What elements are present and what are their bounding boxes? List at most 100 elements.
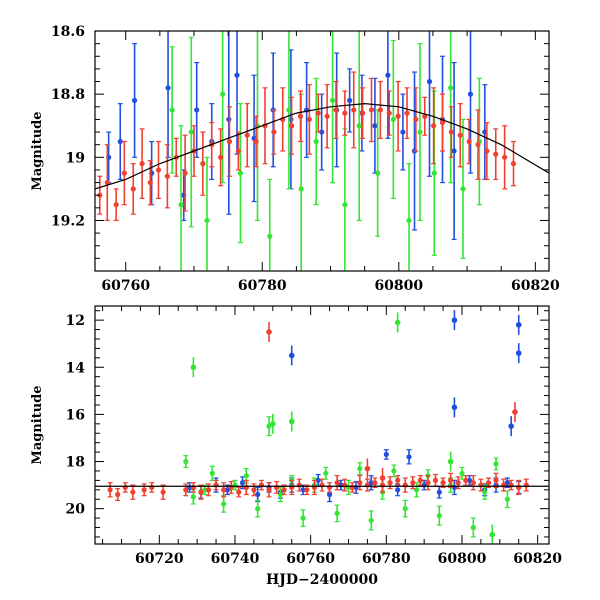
data-point	[311, 484, 318, 491]
data-point	[425, 480, 431, 486]
data-point	[493, 477, 499, 483]
x-tick-label: 60820	[513, 551, 562, 567]
x-tick-label: 60780	[238, 278, 287, 294]
x-tick-label: 60760	[101, 278, 150, 294]
data-point	[457, 132, 463, 138]
data-point	[356, 123, 362, 129]
x-tick-label: 60740	[211, 551, 260, 567]
data-point-outlier	[515, 322, 522, 328]
data-point	[459, 470, 465, 476]
data-point	[417, 477, 423, 483]
data-point-outlier	[508, 423, 514, 429]
data-point	[364, 482, 370, 488]
data-point	[304, 487, 310, 493]
data-point	[493, 461, 499, 467]
data-point	[448, 85, 454, 91]
data-point	[255, 506, 261, 512]
data-point	[413, 116, 419, 123]
data-point-outlier	[266, 329, 272, 335]
data-point	[251, 487, 257, 493]
y-tick-label: 19.2	[51, 213, 85, 229]
data-point	[147, 179, 153, 186]
data-point	[385, 72, 391, 78]
data-point	[451, 148, 457, 154]
data-point	[221, 501, 227, 507]
data-point	[244, 132, 250, 138]
data-point	[432, 477, 439, 483]
x-tick-label: 60720	[135, 551, 184, 567]
data-point	[131, 97, 138, 104]
y-tick-label: 12	[66, 313, 85, 329]
y-tick-label: 18.6	[51, 24, 85, 40]
data-point	[200, 161, 206, 167]
y-tick-label: 18	[66, 455, 85, 471]
data-point	[267, 233, 273, 239]
data-point	[349, 484, 355, 491]
y-tick-label: 16	[66, 407, 85, 423]
data-point	[417, 129, 423, 135]
top-panel: 60760 60780 60800 60820 18.6 18.8 19 19.2 Magnit…	[30, 24, 560, 294]
data-point	[413, 487, 420, 493]
data-point	[213, 482, 219, 488]
data-point	[107, 487, 113, 493]
data-point	[484, 148, 490, 154]
data-point	[402, 482, 408, 488]
data-point	[326, 484, 333, 491]
data-point	[390, 116, 396, 123]
y-tick-label: 18.8	[51, 87, 85, 103]
data-point-outlier	[364, 465, 371, 472]
data-point	[202, 487, 208, 493]
data-point	[372, 480, 378, 486]
data-point	[431, 170, 437, 176]
data-point	[342, 482, 348, 488]
data-point	[395, 487, 401, 493]
data-point	[386, 110, 392, 116]
data-point	[523, 482, 529, 488]
data-point-outlier	[288, 352, 295, 359]
data-point	[255, 491, 261, 498]
data-point	[209, 470, 215, 476]
data-point	[271, 129, 277, 135]
data-point	[347, 97, 353, 104]
series-0	[186, 310, 522, 503]
data-point	[149, 484, 155, 491]
x-tick-label: 60800	[438, 551, 487, 567]
data-point	[113, 202, 119, 208]
data-point-outlier	[515, 350, 522, 356]
data-point	[234, 72, 240, 78]
data-point	[218, 154, 224, 160]
data-point	[183, 458, 189, 465]
data-point	[460, 186, 466, 192]
data-point	[221, 487, 227, 493]
data-point	[501, 482, 507, 488]
data-point	[357, 480, 363, 486]
data-point	[475, 142, 481, 148]
data-point	[319, 482, 325, 488]
data-point	[508, 482, 514, 488]
data-point	[360, 110, 366, 116]
data-point	[243, 484, 249, 491]
data-point	[324, 113, 330, 119]
x-tick-label: 60780	[362, 551, 411, 567]
data-point-outlier	[512, 409, 518, 415]
data-point	[298, 186, 304, 192]
data-point	[377, 107, 383, 113]
y-axis-label: Magnitude	[30, 111, 45, 190]
data-point	[220, 91, 226, 97]
data-point	[235, 148, 241, 154]
data-point	[395, 477, 401, 483]
data-point-outlier	[451, 404, 458, 411]
data-point	[236, 489, 242, 495]
y-axis-label: Magnitude	[30, 385, 45, 464]
data-point	[406, 217, 412, 224]
data-point	[239, 480, 246, 486]
data-point	[448, 477, 454, 483]
data-point	[228, 484, 234, 491]
y-tick-label: 14	[66, 360, 86, 376]
series-2	[97, 71, 517, 222]
data-point	[400, 129, 406, 135]
data-point	[466, 138, 472, 145]
data-point	[274, 484, 280, 491]
data-point	[504, 480, 510, 486]
